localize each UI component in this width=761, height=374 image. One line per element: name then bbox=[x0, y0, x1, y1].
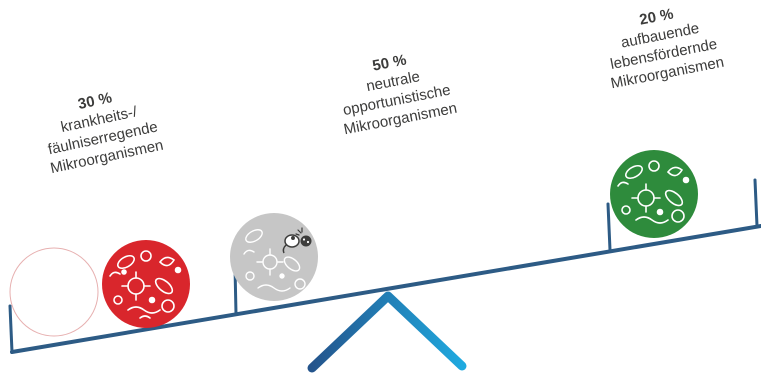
pathogenic-microbes-circle bbox=[102, 240, 190, 328]
pan-divider-left bbox=[8, 304, 14, 354]
virus-icon bbox=[295, 227, 312, 247]
fulcrum bbox=[307, 291, 467, 373]
pan-divider-green bbox=[606, 202, 612, 252]
beneficial-microbes-circle bbox=[610, 150, 698, 238]
neutral-microbes-circle bbox=[230, 213, 318, 301]
bacteria-icon bbox=[282, 234, 300, 254]
empty-circle bbox=[9, 247, 99, 337]
pan-divider-right bbox=[753, 178, 759, 228]
seesaw-beam bbox=[10, 224, 761, 354]
